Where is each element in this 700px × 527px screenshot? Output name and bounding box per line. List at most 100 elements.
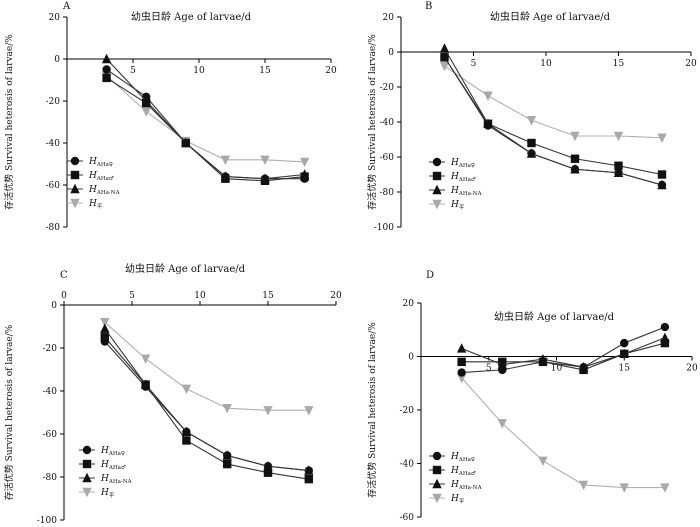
data-point xyxy=(457,357,466,367)
data-point xyxy=(299,169,310,179)
data-point xyxy=(614,161,623,170)
data-point xyxy=(181,426,192,437)
data-point xyxy=(304,474,313,484)
x-tick-label: 15 xyxy=(619,364,631,374)
series-line xyxy=(444,56,663,176)
legend-label: HAHa-NA xyxy=(450,186,483,197)
y-tick-label: 0 xyxy=(54,55,60,65)
data-point xyxy=(299,157,310,168)
legend-label: H平 xyxy=(88,199,103,210)
legend-label: HAHa♀ xyxy=(450,158,475,169)
y-tick-label: -40 xyxy=(43,387,58,397)
y-axis-title: 存活优势 Survival heterosis of larvae/% xyxy=(366,34,378,210)
legend-marker xyxy=(70,198,80,209)
panel-letter: D xyxy=(426,270,434,281)
x-tick-label: 5 xyxy=(129,291,135,301)
data-point xyxy=(619,483,629,493)
data-point xyxy=(570,131,580,142)
data-point xyxy=(619,348,629,359)
legend-marker xyxy=(82,487,92,498)
data-point xyxy=(260,155,270,165)
legend-label: H平 xyxy=(450,494,465,505)
data-point xyxy=(527,138,536,148)
x-tick-label: 15 xyxy=(613,59,625,69)
data-point xyxy=(613,131,624,142)
legend-marker xyxy=(432,493,442,504)
legend-marker xyxy=(82,459,92,469)
legend-marker xyxy=(432,157,442,167)
x-tick-label: 20 xyxy=(686,364,698,374)
x-tick-label: 15 xyxy=(259,66,271,76)
data-point xyxy=(100,333,109,342)
x-tick-label: 10 xyxy=(193,66,205,76)
chart-panel-c: 0 -20 -40 -60 -80 -100 0 5 10 15 20 C 幼虫日龄 Age of la… xyxy=(3,262,342,526)
y-axis-title: 存活优势 Survival heterosis of larvae/% xyxy=(3,34,15,210)
data-point xyxy=(100,318,110,328)
data-point xyxy=(260,173,270,183)
y-tick-label: -20 xyxy=(43,344,58,354)
data-point xyxy=(181,137,191,148)
legend-label: HAHa-NA xyxy=(100,474,133,485)
data-point xyxy=(657,133,667,143)
data-point xyxy=(439,43,450,53)
data-point xyxy=(102,73,111,83)
legend-marker xyxy=(70,183,80,194)
x-tick-label: 5 xyxy=(130,66,136,76)
data-point xyxy=(620,338,629,348)
y-tick-label: -80 xyxy=(380,188,395,198)
legend-label: HAHa♂ xyxy=(450,466,476,477)
data-point xyxy=(570,164,580,174)
legend-marker xyxy=(82,445,92,455)
y-tick-label: -40 xyxy=(400,460,415,470)
x-tick-label: 20 xyxy=(330,291,342,301)
series-line xyxy=(444,56,663,186)
y-tick-label: -20 xyxy=(380,83,395,93)
data-point xyxy=(497,359,507,369)
series-line xyxy=(444,65,663,139)
legend-marker xyxy=(432,451,442,461)
x-tick-label: 10 xyxy=(194,291,206,301)
y-tick-label: 20 xyxy=(403,299,415,309)
y-tick-label: -40 xyxy=(380,118,395,128)
series-line xyxy=(104,341,309,472)
legend-marker xyxy=(432,478,442,489)
data-point xyxy=(456,373,467,384)
data-point xyxy=(657,179,667,190)
data-point xyxy=(263,406,273,416)
series-line xyxy=(461,326,666,374)
data-point xyxy=(660,322,670,332)
legend-marker xyxy=(432,199,442,210)
data-point xyxy=(140,379,151,389)
x-tick-label: 20 xyxy=(325,66,337,76)
data-point xyxy=(660,483,670,493)
series-line xyxy=(461,337,666,368)
legend-marker xyxy=(82,472,92,483)
x-axis-title: 幼虫日龄 Age of larvae/d xyxy=(490,10,611,23)
data-point xyxy=(140,354,151,364)
legend-marker xyxy=(70,170,80,180)
data-point xyxy=(263,468,273,477)
data-point xyxy=(457,368,466,377)
legend-label: HAHa♂ xyxy=(100,460,126,471)
series-line xyxy=(106,77,305,182)
x-tick-label: 5 xyxy=(486,364,492,374)
y-tick-label: -60 xyxy=(43,430,58,440)
y-tick-label: 0 xyxy=(408,353,414,363)
legend-marker xyxy=(70,156,80,166)
x-axis-title: 幼虫日龄 Age of larvae/d xyxy=(494,310,615,323)
panel-letter: A xyxy=(62,1,71,12)
legend-label: HAHa-NA xyxy=(88,185,121,196)
series-line xyxy=(106,75,305,163)
data-point xyxy=(538,353,548,364)
data-point xyxy=(141,107,151,117)
y-axis-title: 存活优势 Survival heterosis of larvae/% xyxy=(366,322,378,498)
data-point xyxy=(613,167,624,177)
data-point xyxy=(538,456,548,467)
data-point xyxy=(220,171,231,181)
series-line xyxy=(106,69,305,180)
data-point xyxy=(497,419,507,429)
data-point xyxy=(456,343,467,353)
